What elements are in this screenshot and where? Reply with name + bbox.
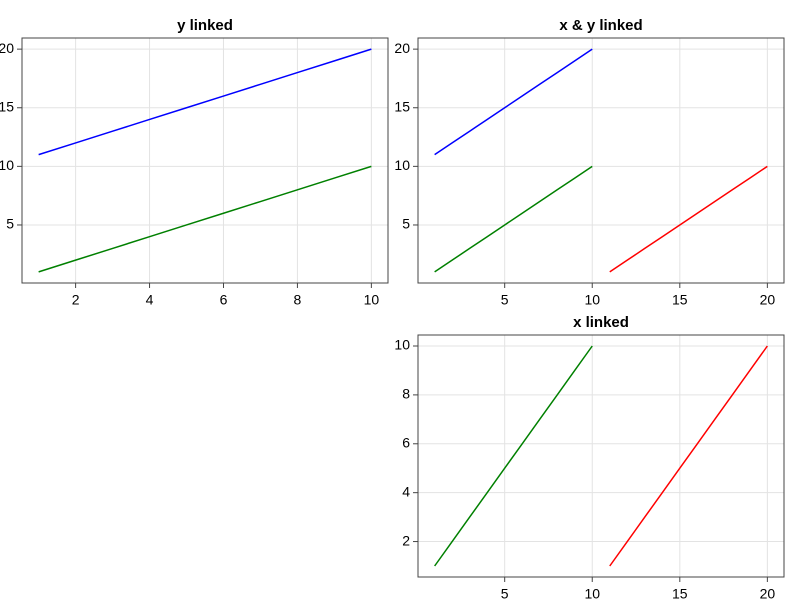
y-tick-label: 15 — [394, 98, 410, 114]
x-tick-label: 2 — [72, 292, 80, 308]
axis-frame — [21, 37, 389, 284]
y-tick-label: 20 — [394, 40, 410, 56]
axis-frame — [417, 37, 785, 284]
y-tick-label: 4 — [402, 483, 410, 499]
series-line — [434, 165, 593, 273]
y-tick-label: 5 — [402, 216, 410, 232]
y-tick-label: 20 — [0, 40, 14, 56]
axis-frame — [417, 334, 785, 578]
series-line — [434, 345, 593, 567]
y-tick-label: 2 — [402, 532, 410, 548]
x-tick-label: 5 — [501, 292, 509, 308]
x-tick-label: 20 — [760, 586, 776, 600]
y-tick-label: 15 — [0, 98, 14, 114]
x-tick-label: 6 — [220, 292, 228, 308]
series-line — [609, 345, 768, 567]
y-tick-label: 10 — [394, 337, 410, 353]
x-tick-label: 4 — [146, 292, 154, 308]
series-line — [38, 165, 372, 273]
x-tick-label: 15 — [672, 586, 688, 600]
x-tick-label: 5 — [501, 586, 509, 600]
chart-title: y linked — [177, 17, 233, 34]
x-tick-label: 10 — [364, 292, 380, 308]
chart-title: x & y linked — [559, 17, 642, 34]
y-tick-label: 6 — [402, 434, 410, 450]
x-tick-label: 10 — [584, 586, 600, 600]
y-tick-label: 5 — [6, 216, 14, 232]
y-tick-label: 10 — [0, 157, 14, 173]
series-line — [38, 48, 372, 156]
x-tick-label: 8 — [294, 292, 302, 308]
x-tick-label: 15 — [672, 292, 688, 308]
series-line — [434, 48, 593, 156]
y-tick-label: 10 — [394, 157, 410, 173]
series-line — [609, 165, 768, 273]
x-tick-label: 20 — [760, 292, 776, 308]
chart-title: x linked — [573, 314, 629, 331]
x-tick-label: 10 — [584, 292, 600, 308]
y-tick-label: 8 — [402, 386, 410, 402]
